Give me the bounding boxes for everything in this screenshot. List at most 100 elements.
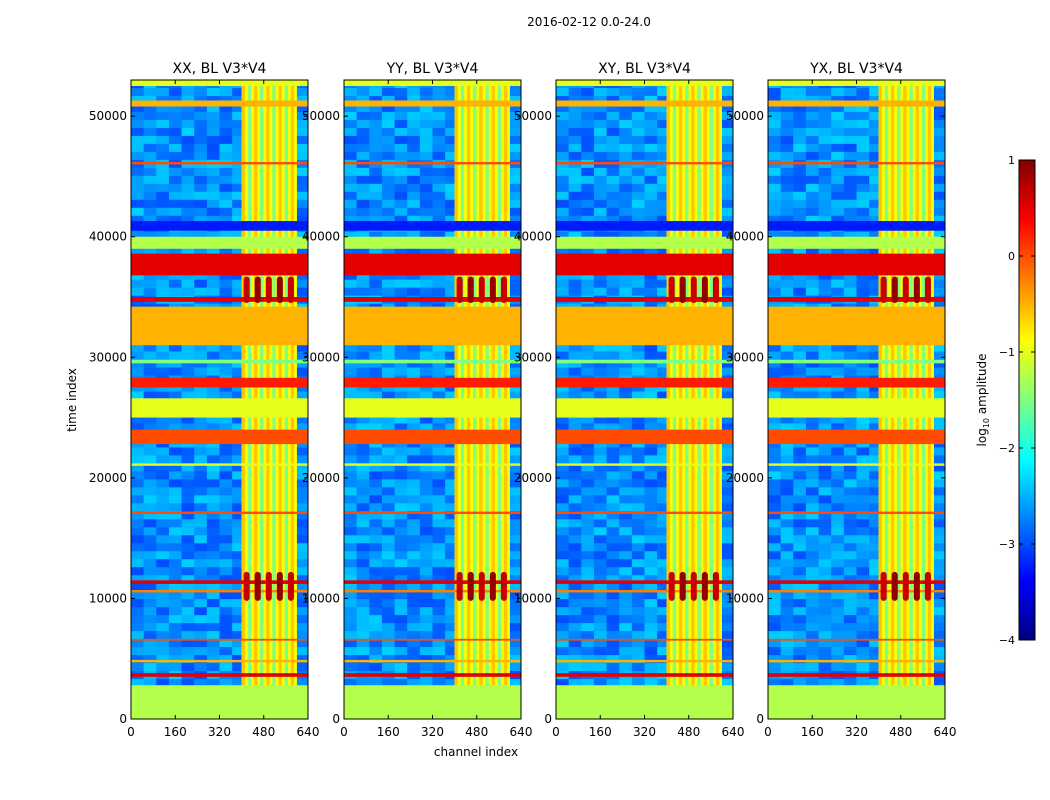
heatmap-cell <box>568 183 582 193</box>
heatmap-cell <box>768 271 782 281</box>
hot-spot <box>902 571 909 601</box>
heatmap-cell <box>381 183 395 193</box>
heatmap-cell <box>805 455 819 464</box>
heatmap-cell <box>181 343 195 352</box>
heatmap-cell <box>219 535 233 544</box>
heatmap-cell <box>194 663 208 672</box>
heatmap-cell <box>295 487 309 496</box>
heatmap-cell <box>143 535 157 544</box>
heatmap-cell <box>843 591 857 600</box>
heatmap-cell <box>194 111 208 121</box>
heatmap-cell <box>356 559 370 568</box>
heatmap-cell <box>432 447 446 456</box>
heatmap-cell <box>932 111 946 121</box>
heatmap-cell <box>793 199 807 209</box>
heatmap-cell <box>131 591 145 600</box>
heatmap-cell <box>606 279 620 289</box>
heatmap-cell <box>631 663 645 672</box>
heatmap-cell <box>780 511 794 520</box>
heatmap-cell <box>805 543 819 552</box>
heatmap-cell <box>869 559 883 568</box>
heatmap-cell <box>219 183 233 193</box>
heatmap-cell <box>394 495 408 504</box>
heatmap-cell <box>831 591 845 600</box>
heatmap-cell <box>369 551 383 560</box>
heatmap-cell <box>593 287 607 297</box>
heatmap-cell <box>295 143 309 153</box>
heatmap-cell <box>508 583 522 592</box>
heatmap-cell <box>232 351 246 360</box>
heatmap-cell <box>568 199 582 209</box>
heatmap-cell <box>593 279 607 289</box>
heatmap-cell <box>793 551 807 560</box>
heatmap-cell <box>606 391 620 400</box>
heatmap-cell <box>194 647 208 656</box>
heatmap-cell <box>356 199 370 209</box>
heatmap-cell <box>843 271 857 281</box>
heatmap-cell <box>593 351 607 360</box>
hot-spot <box>679 571 686 601</box>
heatmap-cell <box>369 383 383 392</box>
heatmap-cell <box>619 103 633 113</box>
heatmap-cell <box>369 279 383 289</box>
heatmap-cell <box>181 519 195 528</box>
heatmap-cell <box>344 183 358 193</box>
heatmap-cell <box>831 151 845 161</box>
heatmap-cell <box>818 183 832 193</box>
heatmap-cell <box>206 511 220 520</box>
heatmap-cell <box>568 87 582 97</box>
y-tick-label: 30000 <box>89 350 127 364</box>
heatmap-cell <box>156 511 170 520</box>
heatmap-cell <box>219 599 233 608</box>
heatmap-cell <box>856 551 870 560</box>
heatmap-cell <box>369 559 383 568</box>
hot-spot <box>276 571 283 601</box>
heatmap-cell <box>793 95 807 105</box>
heatmap-cell <box>508 511 522 520</box>
heatmap-cell <box>168 599 182 608</box>
heatmap-cell <box>206 495 220 504</box>
heatmap-cell <box>432 519 446 528</box>
heatmap-cell <box>720 647 734 656</box>
heatmap-cell <box>768 383 782 392</box>
time-row <box>344 638 521 641</box>
heatmap-cell <box>568 191 582 201</box>
heatmap-cell <box>508 575 522 584</box>
heatmap-cell <box>432 119 446 129</box>
heatmap-cell <box>445 151 459 161</box>
heatmap-cell <box>369 367 383 376</box>
heatmap-cell <box>581 607 595 616</box>
heatmap-cell <box>606 631 620 640</box>
time-row <box>131 685 308 719</box>
heatmap-cell <box>818 287 832 297</box>
heatmap-cell <box>508 167 522 177</box>
heatmap-cell <box>168 527 182 536</box>
heatmap-cell <box>593 583 607 592</box>
heatmap-cell <box>508 455 522 464</box>
heatmap-cell <box>631 455 645 464</box>
heatmap-cell <box>631 87 645 97</box>
heatmap-cell <box>219 479 233 488</box>
heatmap-cell <box>419 271 433 281</box>
heatmap-cell <box>156 559 170 568</box>
heatmap-cell <box>181 615 195 624</box>
heatmap-cell <box>720 215 734 225</box>
hot-spot <box>924 571 931 601</box>
heatmap-cell <box>843 119 857 129</box>
heatmap-cell <box>843 559 857 568</box>
heatmap-cell <box>568 551 582 560</box>
heatmap-cell <box>568 135 582 145</box>
heatmap-cell <box>720 191 734 201</box>
heatmap-cell <box>619 167 633 177</box>
heatmap-cell <box>369 103 383 113</box>
heatmap-cell <box>356 511 370 520</box>
heatmap-cell <box>619 143 633 153</box>
heatmap-cell <box>805 663 819 672</box>
heatmap-cell <box>181 191 195 201</box>
heatmap-cell <box>568 447 582 456</box>
heatmap-cell <box>344 103 358 113</box>
heatmap-cell <box>793 183 807 193</box>
heatmap-cell <box>369 447 383 456</box>
y-tick-label: 40000 <box>302 230 340 244</box>
heatmap-cell <box>556 287 570 297</box>
